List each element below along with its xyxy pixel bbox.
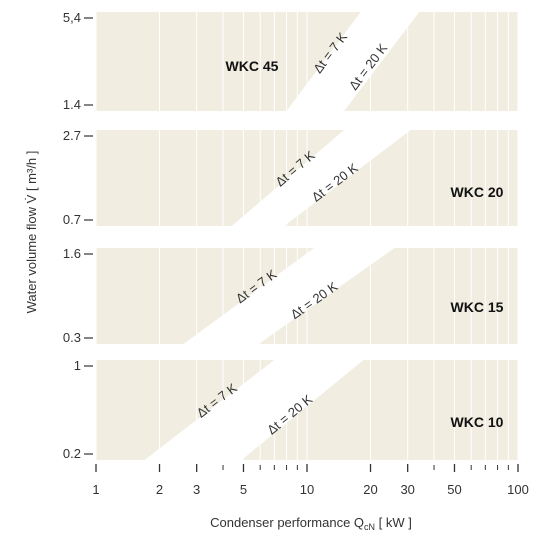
x-axis-title-unit: [ kW ] xyxy=(375,515,412,530)
x-tick-label: 30 xyxy=(400,482,414,497)
x-tick-label: 10 xyxy=(300,482,314,497)
y-axis-title: Water volume flow V̇ [ m³/h ] xyxy=(24,151,39,314)
y-tick-label-min: 0.2 xyxy=(63,446,81,461)
panel-4: Δt = 7 K Δt = 20 K WKC 10 xyxy=(95,360,519,460)
y-tick-label-min: 1.4 xyxy=(63,97,81,112)
operating-band xyxy=(144,360,364,460)
operating-band xyxy=(286,12,420,111)
panel-label: WKC 45 xyxy=(226,58,279,74)
x-axis-title: Condenser performance QcN [ kW ] xyxy=(210,515,412,532)
x-axis-title-sub: cN xyxy=(364,522,375,532)
panel-label: WKC 20 xyxy=(451,184,504,200)
x-tick-label: 2 xyxy=(156,482,163,497)
x-tick-label: 5 xyxy=(240,482,247,497)
y-tick-label-max: 5,4 xyxy=(63,10,81,25)
y-tick-label-min: 0.7 xyxy=(63,212,81,227)
x-tick-label: 50 xyxy=(447,482,461,497)
x-tick-label: 20 xyxy=(363,482,377,497)
axes-layer: 5,4 1.4 2.7 0.7 1.6 0.3 1 0.2 1 2 3 5 10 20 30 50 100 xyxy=(63,10,529,497)
y-tick-label-min: 0.3 xyxy=(63,330,81,345)
x-tick-label: 3 xyxy=(193,482,200,497)
panel-3: Δt = 7 K Δt = 20 K WKC 15 xyxy=(95,248,519,344)
panel-label: WKC 15 xyxy=(451,299,504,315)
panel-label: WKC 10 xyxy=(451,414,504,430)
x-tick-label: 1 xyxy=(92,482,99,497)
y-tick-label-max: 1.6 xyxy=(63,246,81,261)
panel-2: Δt = 7 KΔt = 20 K WKC 20 xyxy=(95,130,519,226)
x-tick-label: 100 xyxy=(507,482,529,497)
operating-band xyxy=(183,248,395,344)
y-tick-label-max: 1 xyxy=(74,358,81,373)
x-axis-title-main: Condenser performance Q xyxy=(210,515,364,530)
operating-band xyxy=(231,130,411,226)
y-tick-label-max: 2.7 xyxy=(63,128,81,143)
